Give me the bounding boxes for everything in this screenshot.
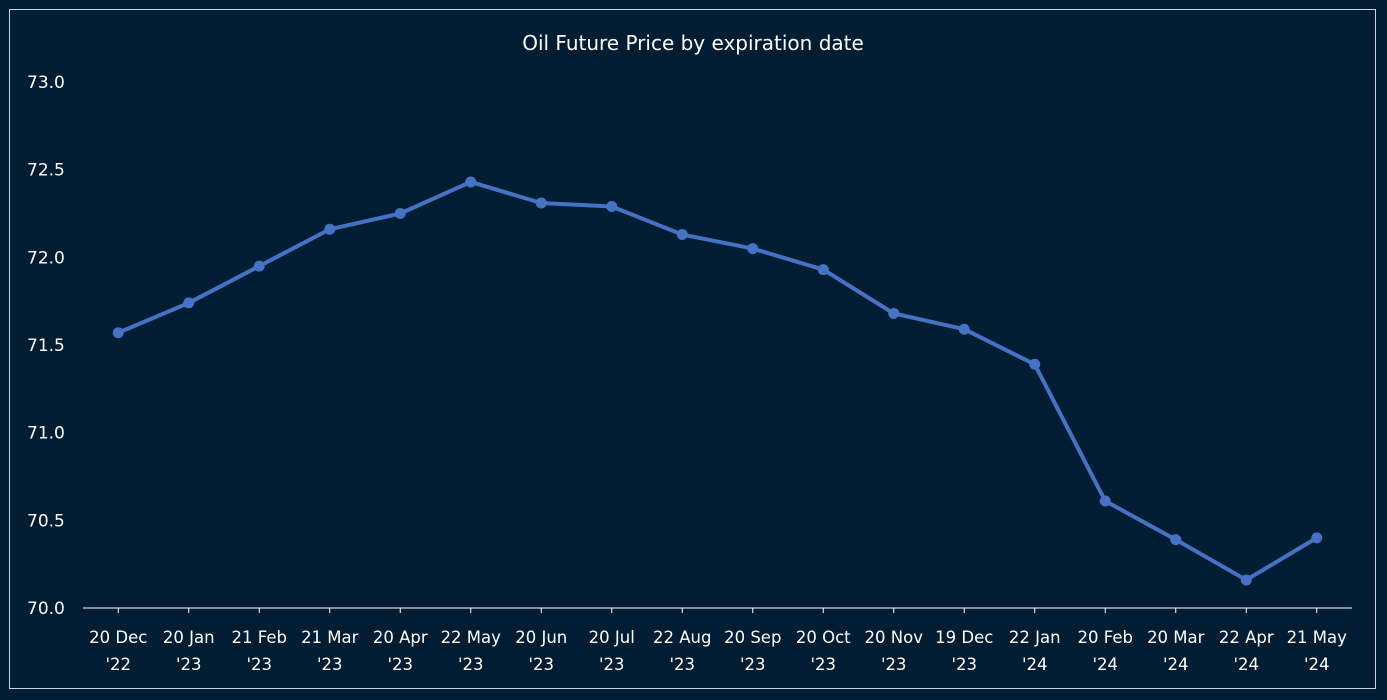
data-point bbox=[888, 307, 900, 319]
data-point bbox=[958, 323, 970, 335]
data-point bbox=[465, 176, 477, 188]
x-tick-label-year: '23 bbox=[599, 655, 625, 674]
data-point bbox=[112, 327, 124, 339]
data-point bbox=[1029, 358, 1041, 370]
series-group bbox=[112, 176, 1323, 586]
x-tick-label-year: '23 bbox=[881, 655, 907, 674]
data-point bbox=[817, 264, 829, 276]
data-point bbox=[183, 297, 195, 309]
x-tick-label: 19 Dec bbox=[935, 628, 993, 647]
x-tick-label-year: '24 bbox=[1022, 655, 1048, 674]
x-tick-label-year: '23 bbox=[317, 655, 343, 674]
x-tick-label: 20 Mar bbox=[1147, 628, 1205, 647]
x-tick-label: 20 Nov bbox=[865, 628, 924, 647]
x-tick-label-year: '23 bbox=[810, 655, 836, 674]
x-tick-label: 21 Mar bbox=[301, 628, 359, 647]
x-tick-label: 20 Feb bbox=[1078, 628, 1133, 647]
x-tick-label: 22 Jan bbox=[1009, 628, 1061, 647]
x-axis: 20 Dec '22 20 Jan '23 21 Feb '23 21 Mar '23 20 A… bbox=[89, 608, 1347, 674]
x-tick-label: 22 Aug bbox=[653, 628, 711, 647]
x-tick-label-year: '23 bbox=[458, 655, 484, 674]
y-axis: 70.0 70.5 71.0 71.5 72.0 72.5 73.0 bbox=[27, 73, 65, 619]
y-tick-label: 71.0 bbox=[27, 424, 65, 444]
y-tick-label: 72.0 bbox=[27, 248, 65, 268]
x-tick-label-year: '24 bbox=[1092, 655, 1118, 674]
x-tick-label: 20 Apr bbox=[373, 628, 428, 647]
data-point bbox=[394, 208, 406, 219]
x-tick-label-year: '23 bbox=[740, 655, 766, 674]
data-point bbox=[1099, 495, 1111, 507]
y-tick-label: 70.5 bbox=[27, 511, 65, 531]
data-point bbox=[606, 200, 618, 212]
x-tick-label-year: '23 bbox=[176, 655, 202, 674]
x-tick-label: 22 May bbox=[441, 628, 502, 647]
y-tick-label: 70.0 bbox=[27, 599, 65, 619]
x-tick-label-year: '24 bbox=[1304, 655, 1330, 674]
x-tick-label: 20 Jul bbox=[589, 628, 635, 647]
data-point bbox=[535, 197, 547, 209]
x-tick-label: 21 Feb bbox=[232, 628, 287, 647]
series-line bbox=[116, 179, 1319, 582]
x-tick-label: 20 Sep bbox=[724, 628, 781, 647]
x-tick-label-year: '23 bbox=[951, 655, 977, 674]
data-point bbox=[1240, 574, 1252, 586]
y-tick-label: 71.5 bbox=[27, 336, 65, 356]
x-tick-label-year: '22 bbox=[105, 655, 131, 674]
data-point bbox=[747, 243, 759, 255]
data-point bbox=[253, 260, 265, 272]
y-tick-label: 72.5 bbox=[27, 161, 65, 181]
x-tick-label: 20 Oct bbox=[796, 628, 851, 647]
x-tick-label: 22 Apr bbox=[1219, 628, 1274, 647]
x-tick-label-year: '23 bbox=[387, 655, 413, 674]
x-tick-label-year: '23 bbox=[669, 655, 695, 674]
chart-title: Oil Future Price by expiration date bbox=[522, 31, 864, 55]
chart-frame bbox=[9, 9, 1376, 689]
x-tick-label: 20 Dec bbox=[89, 628, 147, 647]
x-tick-label-year: '24 bbox=[1233, 655, 1259, 674]
x-tick-label: 20 Jan bbox=[163, 628, 215, 647]
data-point bbox=[1170, 534, 1182, 546]
x-tick-label-year: '24 bbox=[1163, 655, 1189, 674]
x-tick-label: 20 Jun bbox=[515, 628, 567, 647]
x-tick-label: 21 May bbox=[1287, 628, 1348, 647]
x-tick-label-year: '23 bbox=[528, 655, 554, 674]
x-tick-label-year: '23 bbox=[246, 655, 272, 674]
data-point bbox=[324, 223, 336, 235]
data-point bbox=[676, 229, 688, 241]
y-tick-label: 73.0 bbox=[27, 73, 65, 93]
data-point bbox=[1311, 532, 1323, 544]
